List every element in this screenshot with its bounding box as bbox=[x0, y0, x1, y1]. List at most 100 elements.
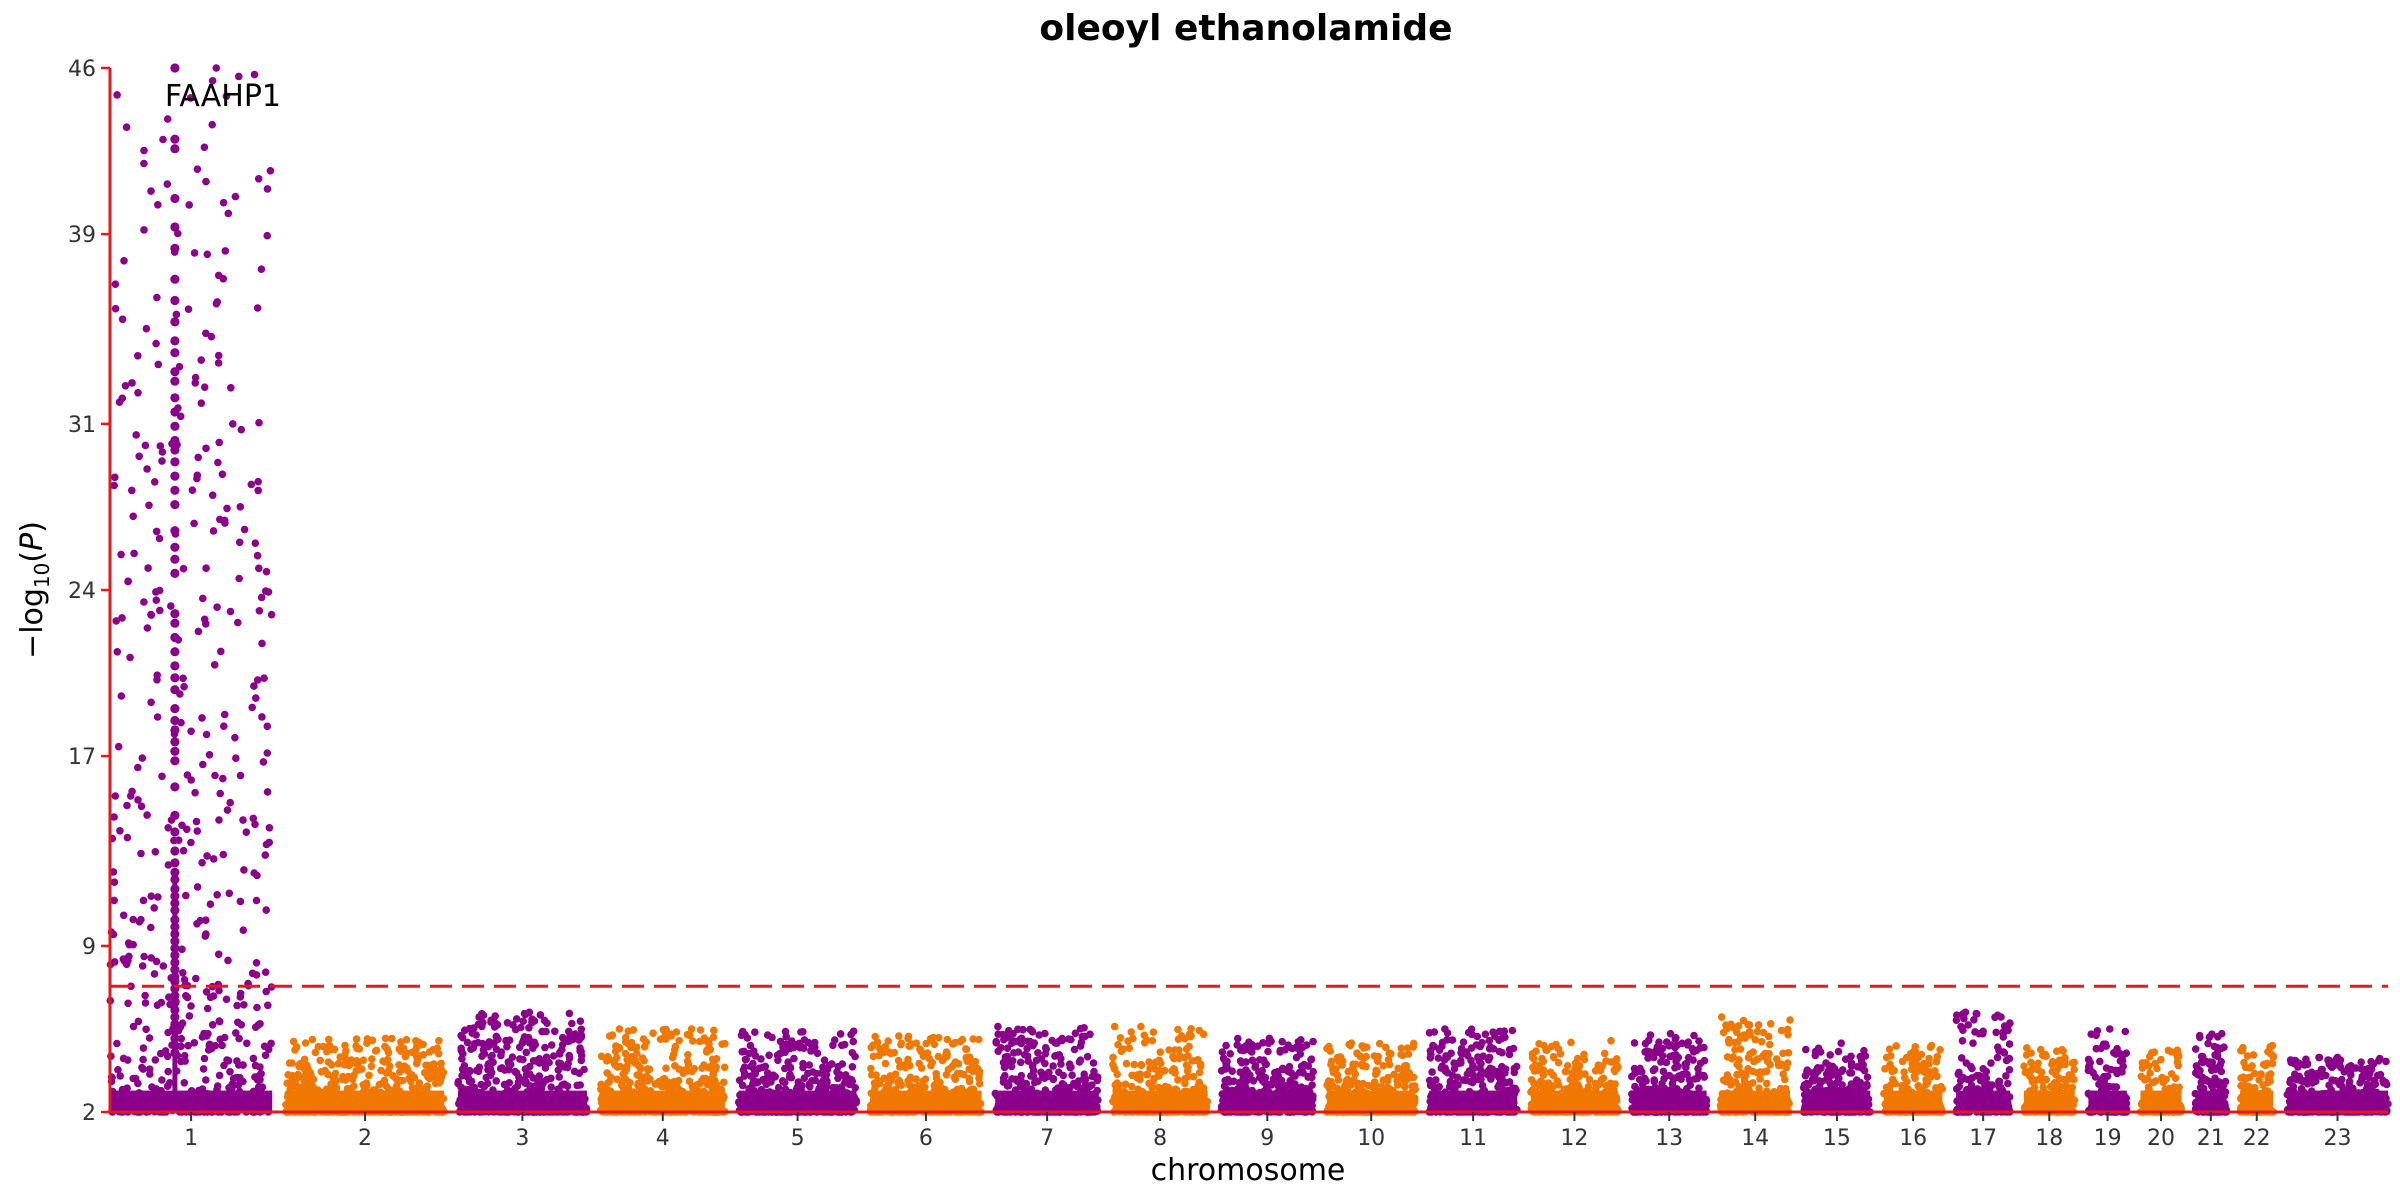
chromosome-1-point bbox=[222, 92, 231, 101]
chromosome-5-point bbox=[838, 1041, 846, 1050]
chromosome-1-point bbox=[140, 146, 148, 155]
chromosome-5-point bbox=[789, 1043, 798, 1052]
chromosome-1-point bbox=[202, 620, 210, 628]
chromosome-5-point bbox=[765, 1051, 773, 1060]
chromosome-5-point bbox=[805, 1061, 814, 1069]
chromosome-1-point bbox=[210, 661, 219, 669]
chromosome-3-point bbox=[478, 1052, 486, 1060]
chromosome-10-point bbox=[1397, 1044, 1406, 1053]
chromosome-3-point bbox=[474, 1067, 483, 1076]
chromosome-10-point bbox=[1397, 1050, 1405, 1059]
chromosome-2-point bbox=[397, 1038, 405, 1046]
chromosome-1-point bbox=[152, 527, 161, 536]
chromosome-1-point bbox=[237, 425, 246, 434]
chromosome-3-point bbox=[555, 1073, 563, 1081]
chromosome-6-point bbox=[890, 1048, 899, 1057]
chromosome-6-point bbox=[887, 1076, 896, 1084]
chromosome-7-point bbox=[1068, 1071, 1076, 1079]
chromosome-3-point bbox=[508, 1053, 517, 1061]
chromosome-1-point bbox=[202, 177, 210, 186]
chromosome-2-point bbox=[406, 1076, 415, 1085]
chromosome-6-point bbox=[895, 1032, 903, 1040]
chromosome-1-point bbox=[208, 1021, 217, 1029]
chromosome-9-point bbox=[1284, 1041, 1292, 1049]
chromosome-10-point bbox=[1349, 1060, 1357, 1068]
chromosome-1-point bbox=[228, 1082, 237, 1091]
chromosome-11-point bbox=[1430, 1042, 1439, 1051]
chromosome-1-point bbox=[207, 332, 216, 341]
chromosome-2-point bbox=[350, 1059, 358, 1067]
chromosome-1-point bbox=[240, 1001, 248, 1009]
chromosome-1-point bbox=[229, 420, 237, 428]
chromosome-9-point bbox=[1248, 1056, 1257, 1065]
chromosome-5-point bbox=[751, 1028, 759, 1036]
chromosome-4-point bbox=[696, 1026, 705, 1034]
chromosome-4-point bbox=[612, 1053, 621, 1062]
chromosome-4-point bbox=[605, 1032, 614, 1040]
chromosome-6-point bbox=[904, 1034, 912, 1043]
chromosome-12-point bbox=[1607, 1058, 1615, 1066]
chromosome-6-point bbox=[975, 1035, 983, 1044]
chromosome-1-point bbox=[231, 733, 239, 742]
chromosome-6-point bbox=[923, 1049, 932, 1057]
chromosome-5-point bbox=[761, 1062, 770, 1071]
chromosome-1-point bbox=[114, 1066, 122, 1074]
chromosome-9-point bbox=[1308, 1081, 1316, 1089]
chromosome-5-point bbox=[795, 1080, 804, 1088]
chromosome-8-point bbox=[1169, 1052, 1177, 1061]
chromosome-1-point bbox=[177, 1057, 185, 1066]
chromosome-10-point bbox=[1370, 1078, 1379, 1086]
chromosome-5-point bbox=[773, 1051, 782, 1060]
chromosome-1-point bbox=[202, 988, 211, 996]
chromosome-1-point bbox=[213, 891, 221, 899]
chromosome-5-point bbox=[817, 1069, 826, 1077]
chromosome-4-point bbox=[661, 1031, 669, 1040]
chromosome-12-point bbox=[1531, 1061, 1540, 1069]
chromosome-10-point bbox=[1360, 1044, 1368, 1052]
chromosome-3-point bbox=[479, 1018, 487, 1027]
chromosome-11-point bbox=[1426, 1054, 1435, 1062]
chromosome-1-point bbox=[148, 1083, 156, 1091]
chromosome-5-point bbox=[805, 1080, 814, 1088]
chromosome-6-point bbox=[869, 1041, 877, 1050]
chromosome-4-point bbox=[626, 1057, 634, 1065]
chromosome-4-point bbox=[683, 1067, 692, 1075]
chromosome-1-point bbox=[236, 897, 245, 906]
chromosome-1-point bbox=[153, 293, 161, 302]
chromosome-8-point bbox=[1184, 1063, 1192, 1071]
chromosome-7-point bbox=[1058, 1036, 1066, 1045]
chromosome-7-point bbox=[1001, 1053, 1010, 1061]
chromosome-10-point bbox=[1332, 1065, 1340, 1073]
chromosome-1-point bbox=[205, 1041, 214, 1050]
chromosome-1-point bbox=[134, 352, 142, 360]
chromosome-6-point bbox=[965, 1077, 974, 1086]
chromosome-8-point bbox=[1171, 1046, 1179, 1054]
chromosome-9-point bbox=[1234, 1034, 1242, 1043]
chromosome-8-point bbox=[1127, 1082, 1136, 1091]
chromosome-7-point bbox=[1078, 1032, 1087, 1041]
chromosome-8-point bbox=[1130, 1060, 1138, 1069]
chromosome-1-point bbox=[234, 618, 242, 627]
chromosome-1-point bbox=[235, 1034, 243, 1043]
chromosome-2-point bbox=[362, 1079, 371, 1087]
chromosome-9-point bbox=[1256, 1073, 1264, 1082]
chromosome-11-point bbox=[1476, 1042, 1484, 1051]
chromosome-7-point bbox=[1008, 1039, 1016, 1047]
chromosome-4-point bbox=[624, 1040, 632, 1048]
chromosome-7-point bbox=[1057, 1054, 1065, 1063]
chromosome-4-point bbox=[669, 1050, 678, 1059]
chromosome-9-point bbox=[1286, 1077, 1295, 1085]
chromosome-1-point bbox=[190, 1039, 199, 1047]
chromosome-8-point bbox=[1165, 1046, 1173, 1054]
chromosome-1-point bbox=[117, 692, 126, 700]
chromosome-12-point bbox=[1539, 1071, 1548, 1079]
chromosome-1-point bbox=[253, 551, 262, 560]
chromosome-1-point bbox=[158, 457, 166, 465]
chromosome-1-point bbox=[261, 968, 270, 976]
chromosome-6-point bbox=[906, 1073, 915, 1082]
chromosome-10-point bbox=[1371, 1070, 1380, 1078]
chromosome-7-point bbox=[1042, 1045, 1050, 1053]
chromosome-10-point bbox=[1403, 1044, 1412, 1052]
chromosome-10-point bbox=[1353, 1049, 1361, 1057]
chromosome-1-point bbox=[141, 999, 150, 1007]
